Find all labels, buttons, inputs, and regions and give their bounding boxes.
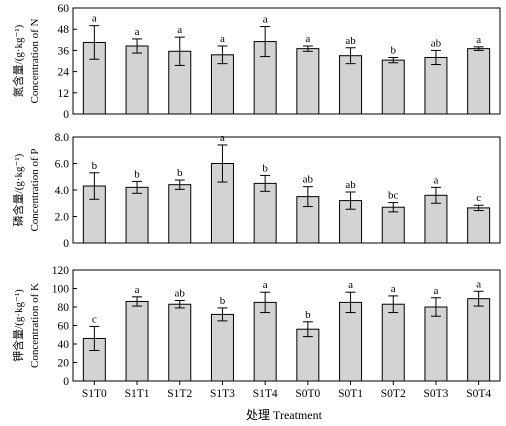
y-tick-label: 100: [52, 284, 70, 296]
bar-S0T4: [467, 207, 491, 244]
y-tick-label: 0: [63, 238, 69, 250]
bar-S1T2: [168, 303, 192, 382]
y-axis-label-cn: 钾含量/(g·kg⁻¹): [11, 289, 25, 362]
significance-label: b: [262, 162, 268, 174]
significance-label: a: [177, 24, 182, 36]
bar-S1T1: [125, 186, 149, 244]
y-tick-label: 60: [58, 321, 70, 333]
y-axis-label-en: Concentration of K: [29, 283, 41, 368]
bar-S1T2: [168, 184, 192, 244]
significance-label: a: [135, 284, 140, 296]
y-axis-label-cn: 氮含量/(g·kg⁻¹): [11, 24, 25, 97]
bar-S0T2: [381, 59, 405, 115]
significance-label: a: [348, 279, 353, 291]
significance-label: b: [92, 160, 98, 172]
x-tick-label: S1T1: [125, 388, 150, 400]
significance-label: a: [305, 33, 310, 45]
plot-frame: [72, 7, 501, 115]
y-axis-label-en: Concentration of P: [29, 148, 41, 231]
significance-label: a: [434, 174, 439, 186]
y-tick-label: 2.0: [55, 212, 70, 224]
y-tick-label: 4.0: [55, 185, 70, 197]
significance-label: a: [135, 26, 140, 38]
y-tick-label: 12: [58, 88, 70, 100]
bar-S0T2: [381, 303, 405, 382]
significance-label: a: [220, 132, 225, 144]
bar-S0T1: [339, 301, 363, 382]
bar-S0T4: [467, 48, 491, 115]
significance-label: ab: [303, 174, 314, 186]
x-tick-label: S0T0: [295, 388, 320, 400]
significance-label: b: [305, 309, 311, 321]
x-tick-label: S1T3: [210, 388, 235, 400]
y-tick-label: 80: [58, 302, 70, 314]
significance-label: a: [220, 33, 225, 45]
bar-S1T4: [253, 301, 277, 382]
y-tick-label: 40: [58, 339, 70, 351]
chart-panel-potassium: 020406080100120cS1T0aS1T1abS1T2bS1T3aS1T…: [11, 265, 501, 400]
significance-label: ab: [345, 35, 356, 47]
bar-S1T1: [125, 300, 149, 382]
y-tick-label: 20: [58, 358, 70, 370]
y-tick-label: 36: [58, 45, 70, 57]
significance-label: bc: [388, 190, 399, 202]
x-axis-title: 处理 Treatment: [246, 408, 323, 422]
x-tick-label: S0T1: [338, 388, 363, 400]
y-tick-label: 120: [52, 265, 70, 277]
significance-label: a: [391, 283, 396, 295]
bar-S0T1: [339, 55, 363, 115]
significance-label: b: [391, 44, 397, 56]
significance-label: ab: [345, 179, 356, 191]
x-tick-label: S0T2: [381, 388, 406, 400]
significance-label: ab: [431, 37, 442, 49]
y-tick-label: 48: [58, 24, 70, 36]
significance-label: a: [476, 34, 481, 46]
x-tick-label: S1T4: [253, 388, 278, 400]
significance-label: b: [177, 167, 183, 179]
bar-S0T4: [467, 298, 491, 382]
x-tick-label: S1T0: [82, 388, 107, 400]
bar-S0T3: [424, 56, 448, 115]
significance-label: a: [434, 285, 439, 297]
significance-label: ab: [175, 288, 186, 300]
significance-label: a: [263, 14, 268, 26]
x-tick-label: S0T3: [423, 388, 448, 400]
significance-label: b: [220, 295, 226, 307]
y-axis-label-cn: 磷含量/(g·kg⁻¹): [11, 153, 25, 226]
significance-label: b: [134, 168, 140, 180]
significance-label: a: [92, 13, 97, 25]
y-tick-label: 24: [58, 67, 70, 79]
significance-label: a: [476, 278, 481, 290]
significance-label: a: [263, 279, 268, 291]
bar-S0T0: [296, 48, 320, 115]
bar-S1T3: [210, 313, 234, 382]
bar-S0T2: [381, 206, 405, 244]
y-tick-label: 8.0: [55, 132, 70, 144]
y-tick-label: 0: [63, 109, 69, 121]
y-tick-label: 6.0: [55, 159, 70, 171]
y-axis-label-en: Concentration of N: [29, 18, 41, 103]
bar-S1T4: [253, 182, 277, 244]
significance-label: c: [92, 313, 97, 325]
y-tick-label: 60: [58, 3, 70, 15]
significance-label: c: [476, 192, 481, 204]
x-tick-label: S1T2: [167, 388, 192, 400]
bar-S1T1: [125, 45, 149, 115]
y-tick-label: 0: [63, 376, 69, 388]
chart-panel-nitrogen: 0 12 24 36 48 60 a a a a a a ab b ab a 氮含量/(g·kg⁻¹) Conce…: [11, 3, 501, 121]
bar-S0T3: [424, 306, 448, 382]
x-tick-label: S0T4: [466, 388, 491, 400]
